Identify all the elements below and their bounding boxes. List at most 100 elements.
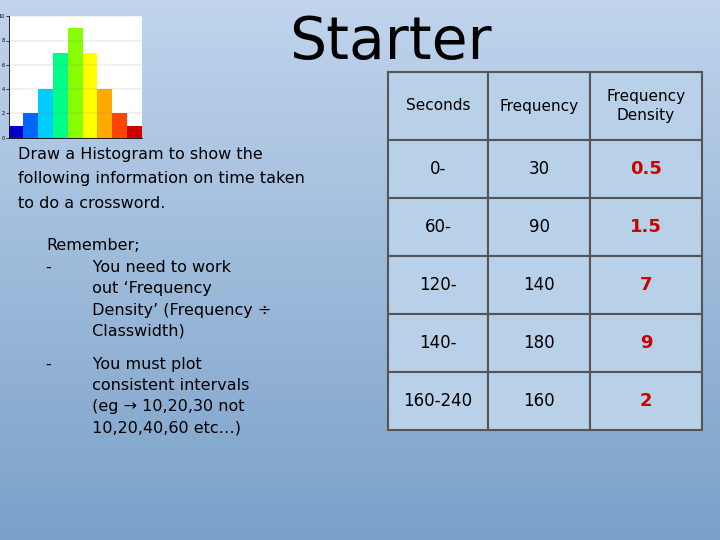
Bar (0, 16, 720, 19)
Bar (0, 310, 720, 313)
Bar (0, 502, 720, 505)
Bar (0, 497, 720, 500)
Bar (0, 221, 720, 224)
Bar (0, 3, 720, 5)
Bar (0, 94, 720, 97)
Bar (0, 130, 720, 132)
Bar (0, 378, 720, 381)
Bar (0, 213, 720, 216)
Bar (0, 27, 720, 30)
Text: Seconds: Seconds (406, 98, 470, 113)
Bar (0, 437, 720, 440)
Bar (0, 248, 720, 251)
Bar (388, 198, 488, 256)
Text: 30: 30 (528, 160, 549, 178)
Bar (0, 132, 720, 135)
Bar (0, 370, 720, 373)
Bar (0, 359, 720, 362)
Text: 60-: 60- (425, 218, 451, 236)
Bar (0, 184, 720, 186)
Text: (eg → 10,20,30 not: (eg → 10,20,30 not (46, 400, 245, 415)
Bar (97, 89, 112, 138)
Bar (0, 189, 720, 192)
Bar (0, 259, 720, 262)
Bar (0, 362, 720, 364)
Text: Frequency: Frequency (500, 98, 579, 113)
Text: Draw a Histogram to show the: Draw a Histogram to show the (18, 147, 263, 163)
Bar (0, 286, 720, 289)
Bar (0, 462, 720, 464)
Bar (0, 124, 720, 127)
Bar (0, 146, 720, 148)
Bar (0, 343, 720, 346)
Bar (0, 62, 720, 65)
Bar (488, 140, 590, 198)
Bar (0, 243, 720, 246)
Text: 9: 9 (640, 334, 652, 352)
Bar (0, 383, 720, 386)
Text: 160: 160 (523, 392, 555, 410)
Bar (0, 32, 720, 35)
Text: 10,20,40,60 etc…): 10,20,40,60 etc…) (46, 421, 241, 435)
Bar (0, 205, 720, 208)
Bar (590, 198, 702, 256)
Bar (0, 278, 720, 281)
Bar (0, 289, 720, 292)
Text: following information on time taken: following information on time taken (18, 172, 305, 186)
Bar (0, 440, 720, 443)
Bar (488, 372, 590, 430)
Bar (0, 524, 720, 526)
Text: 180: 180 (523, 334, 555, 352)
Bar (0, 389, 720, 392)
Bar (0, 254, 720, 256)
Bar (488, 256, 590, 314)
Bar (0, 108, 720, 111)
Text: 2: 2 (640, 392, 652, 410)
Bar (0, 148, 720, 151)
Bar (68, 28, 83, 138)
Bar (0, 119, 720, 122)
Bar (0, 211, 720, 213)
Bar (0, 86, 720, 89)
Bar (0, 40, 720, 43)
Text: -        You need to work: - You need to work (46, 260, 231, 275)
Text: 160-240: 160-240 (403, 392, 472, 410)
Bar (0, 0, 720, 3)
Bar (0, 116, 720, 119)
Bar (0, 400, 720, 402)
Bar (0, 227, 720, 229)
Bar (0, 92, 720, 94)
Bar (0, 464, 720, 467)
Bar (0, 275, 720, 278)
Bar (0, 43, 720, 46)
Bar (0, 518, 720, 521)
Bar (0, 508, 720, 510)
Bar (0, 273, 720, 275)
Bar (0, 135, 720, 138)
Bar (0, 448, 720, 451)
Bar (0, 451, 720, 454)
Bar (0, 157, 720, 159)
Bar (0, 51, 720, 54)
Bar (0, 397, 720, 400)
Bar (0, 265, 720, 267)
Bar (0, 300, 720, 302)
Bar (0, 68, 720, 70)
Bar (0, 308, 720, 310)
Bar (0, 30, 720, 32)
Bar (0, 178, 720, 181)
Bar (0, 38, 720, 40)
Bar (0, 405, 720, 408)
Bar (0, 392, 720, 394)
Bar (0, 262, 720, 265)
Bar (0, 516, 720, 518)
Bar (0, 235, 720, 238)
Text: 140: 140 (523, 276, 555, 294)
Bar (0, 208, 720, 211)
Bar (0, 454, 720, 456)
Bar (0, 154, 720, 157)
Bar (590, 72, 702, 140)
Bar (0, 11, 720, 14)
Bar (0, 413, 720, 416)
Text: 7: 7 (640, 276, 652, 294)
